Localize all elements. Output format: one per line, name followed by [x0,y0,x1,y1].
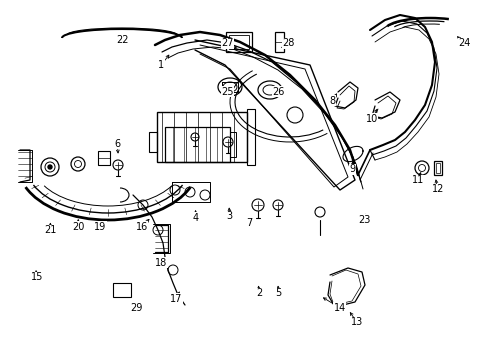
Text: 4: 4 [192,213,198,223]
Bar [435,163,439,173]
Text: 26: 26 [272,87,285,97]
Text: 2: 2 [256,288,262,298]
Text: 18: 18 [155,258,167,268]
Text: 24: 24 [457,38,470,48]
Text: 29: 29 [130,303,143,313]
Bar [229,132,236,157]
Text: 25: 25 [221,87,233,97]
Text: 12: 12 [430,184,443,194]
Bar [113,283,131,297]
Text: 8: 8 [329,96,335,106]
Text: 28: 28 [282,38,294,48]
Text: 20: 20 [72,222,84,232]
Text: 6: 6 [114,139,120,149]
Text: 10: 10 [365,114,377,124]
Bar [225,32,251,52]
Bar [433,161,441,175]
Text: 15: 15 [30,272,43,282]
Text: 23: 23 [357,215,370,225]
Circle shape [48,165,52,169]
Bar [149,132,157,152]
Text: 13: 13 [350,317,363,327]
Text: 16: 16 [135,222,148,232]
Text: 11: 11 [411,175,424,185]
Bar [157,112,246,162]
Text: 21: 21 [44,225,57,235]
Text: 3: 3 [226,211,232,221]
Text: 27: 27 [221,38,233,48]
Text: 17: 17 [169,294,182,304]
Bar [246,109,254,165]
Bar [228,35,248,49]
Text: 9: 9 [348,164,354,174]
Bar [98,151,110,165]
Bar [274,32,284,52]
Text: 19: 19 [94,222,106,232]
Bar [164,127,229,162]
Text: 7: 7 [246,218,252,228]
Text: 1: 1 [158,60,164,70]
Text: 5: 5 [275,288,281,298]
Text: 22: 22 [116,35,128,45]
Text: 14: 14 [333,303,346,313]
